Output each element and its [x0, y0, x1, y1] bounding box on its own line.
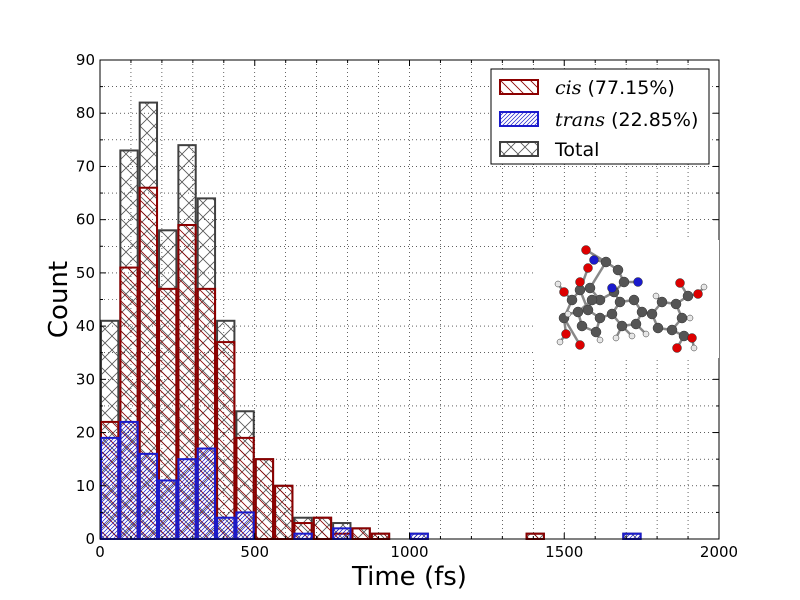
nitrogen-atom [590, 256, 599, 265]
oxygen-atom [576, 341, 585, 350]
carbon-atom [677, 313, 687, 323]
molecule-inset-image [533, 240, 719, 358]
legend-swatch-trans [500, 112, 538, 126]
y-tick-label: 30 [76, 370, 95, 388]
oxygen-atom [673, 344, 682, 353]
legend-swatch-total [500, 142, 538, 156]
oxygen-atom [582, 246, 591, 255]
nitrogen-atom [634, 278, 643, 287]
x-tick-label: 1000 [390, 543, 428, 561]
carbon-atom [583, 305, 593, 315]
y-tick-label: 10 [76, 477, 95, 495]
carbon-atom [637, 307, 647, 317]
hydrogen-atom [691, 345, 697, 351]
hydrogen-atom [701, 284, 707, 290]
legend-label-trans: trans (22.85%) [555, 109, 698, 131]
carbon-atom [607, 309, 617, 319]
trans-bar [294, 534, 311, 539]
x-tick-label: 2000 [700, 543, 738, 561]
carbon-atom [617, 321, 627, 331]
hydrogen-atom [687, 315, 693, 321]
y-tick-labels: 0 10 20 30 40 50 60 70 80 90 [76, 51, 95, 548]
carbon-atom [613, 265, 623, 275]
hydrogen-atom [557, 339, 563, 345]
hydrogen-atom [597, 337, 603, 343]
y-tick-label: 0 [85, 530, 95, 548]
legend-name-total: Total [554, 139, 599, 161]
legend: cis (77.15%) trans (22.85%) Total [491, 69, 709, 164]
trans-bar [159, 480, 176, 539]
trans-bar [411, 534, 428, 539]
x-tick-label: 1500 [545, 543, 583, 561]
carbon-atom [631, 319, 641, 329]
x-axis-label: Time (fs) [351, 562, 467, 592]
hydrogen-atom [629, 333, 635, 339]
y-tick-label: 60 [76, 211, 95, 229]
cis-bar [256, 459, 273, 539]
y-tick-label: 50 [76, 264, 95, 282]
carbon-atom [657, 297, 667, 307]
trans-bar [198, 449, 215, 539]
legend-name-trans: trans [555, 109, 605, 131]
legend-percent-trans: (22.85%) [605, 109, 698, 131]
trans-bar [178, 459, 195, 539]
carbon-atom [629, 295, 639, 305]
carbon-atom [585, 283, 595, 293]
oxygen-atom [688, 334, 697, 343]
hydrogen-atom [565, 311, 571, 317]
x-tick-label: 0 [95, 543, 105, 561]
oxygen-atom [562, 330, 571, 339]
trans-bar [101, 438, 118, 539]
cis-bar [372, 534, 389, 539]
cis-bar [352, 528, 369, 539]
oxygen-atom [576, 278, 585, 287]
y-tick-label: 20 [76, 424, 95, 442]
cis-bar [217, 342, 234, 539]
legend-name-cis: cis [555, 77, 582, 99]
carbon-atom [595, 313, 605, 323]
carbon-atom [667, 325, 677, 335]
legend-percent-cis: (77.15%) [581, 77, 674, 99]
trans-bar [140, 454, 157, 539]
oxygen-atom [560, 288, 569, 297]
legend-swatch-cis [500, 80, 538, 94]
nitrogen-atom [608, 284, 617, 293]
oxygen-atom [694, 290, 703, 299]
hydrogen-atom [653, 293, 659, 299]
carbon-atom [591, 327, 601, 337]
cis-bar [275, 486, 292, 539]
carbon-atom [573, 307, 583, 317]
x-tick-label: 500 [240, 543, 269, 561]
y-tick-label: 80 [76, 104, 95, 122]
trans-bar [217, 518, 234, 539]
carbon-atom [615, 297, 625, 307]
cis-bar [314, 518, 331, 539]
trans-bar [236, 512, 253, 539]
cis-bar [527, 534, 544, 539]
carbon-atom [653, 323, 663, 333]
carbon-atom [671, 299, 681, 309]
y-tick-label: 90 [76, 51, 95, 69]
y-axis-label: Count [44, 261, 74, 338]
carbon-atom [683, 291, 693, 301]
y-tick-label: 70 [76, 157, 95, 175]
hydrogen-atom [643, 331, 649, 337]
carbon-atom [567, 295, 577, 305]
x-tick-labels: 0 500 1000 1500 2000 [95, 543, 738, 561]
hydrogen-atom [555, 281, 561, 287]
carbon-atom [647, 309, 657, 319]
carbon-atom [577, 321, 587, 331]
legend-label-total: Total [554, 139, 599, 161]
legend-label-cis: cis (77.15%) [555, 77, 675, 99]
carbon-atom [601, 257, 611, 267]
oxygen-atom [676, 279, 685, 288]
carbon-atom [619, 277, 629, 287]
hydrogen-atom [613, 335, 619, 341]
trans-bar [120, 422, 137, 539]
y-tick-label: 40 [76, 317, 95, 335]
carbon-atom [587, 295, 597, 305]
oxygen-atom [584, 264, 593, 273]
